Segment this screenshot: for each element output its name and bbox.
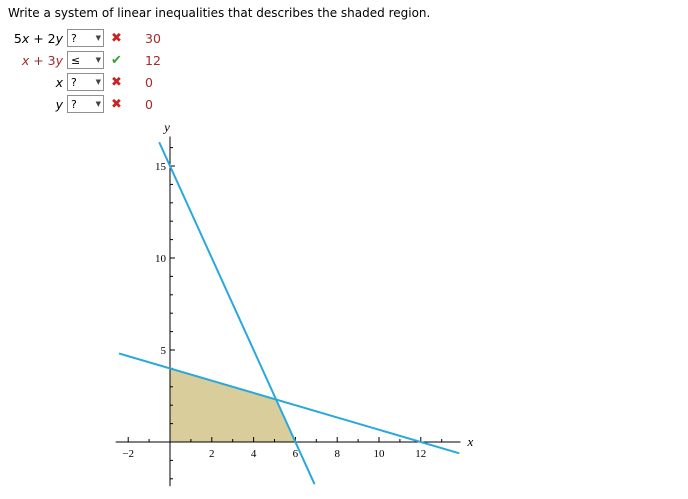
inequality-operator-select[interactable]: ? ▼ <box>67 29 104 47</box>
boundary-line <box>118 352 460 455</box>
answer-value: 12 <box>145 52 161 68</box>
answer-value: 0 <box>145 74 153 90</box>
expression-label: x + 3y <box>21 52 63 68</box>
dropdown-arrow-icon: ▼ <box>95 33 101 42</box>
incorrect-mark-icon: ✖ <box>111 96 122 112</box>
incorrect-mark-icon: ✖ <box>111 30 122 46</box>
inequality-row-4: y ? ▼ ✖ 0 <box>0 93 161 115</box>
inequality-operator-select[interactable]: ? ▼ <box>67 73 104 91</box>
y-tick-label: 5 <box>161 345 167 357</box>
inequality-row-2: x + 3y ≤ ▼ ✔ 12 <box>0 49 161 71</box>
x-tick-label: 8 <box>334 448 340 460</box>
y-axis-label: y <box>162 122 170 135</box>
inequality-graph: −2 2 4 6 8 10 12 5 10 15 x y <box>115 122 474 487</box>
selected-operator: ≤ <box>71 53 81 67</box>
x-tick-label: −2 <box>122 448 134 460</box>
inequality-row-3: x ? ▼ ✖ 0 <box>0 71 161 93</box>
y-tick-label: 10 <box>155 253 167 265</box>
expression-label: 5x + 2y <box>13 30 63 46</box>
selected-operator: ? <box>71 97 77 111</box>
expression-label: x <box>55 74 63 90</box>
x-axis-label: x <box>467 434 474 449</box>
selected-operator: ? <box>71 31 77 45</box>
x-tick-label: 12 <box>415 448 426 460</box>
boundary-line <box>158 142 316 485</box>
incorrect-mark-icon: ✖ <box>111 74 122 90</box>
correct-mark-icon: ✔ <box>111 52 122 68</box>
selected-operator: ? <box>71 75 77 89</box>
inequality-operator-select[interactable]: ? ▼ <box>67 95 104 113</box>
y-tick-label: 15 <box>155 161 167 173</box>
x-tick-label: 10 <box>374 448 386 460</box>
answer-value: 0 <box>145 96 153 112</box>
shaded-region <box>170 368 296 442</box>
inequality-answer-rows: 5x + 2y ? ▼ ✖ 30 x + 3y ≤ ▼ ✔ 12 x ? ▼ ✖ 0 … <box>0 27 161 115</box>
dropdown-arrow-icon: ▼ <box>95 99 101 108</box>
inequality-row-1: 5x + 2y ? ▼ ✖ 30 <box>0 27 161 49</box>
answer-value: 30 <box>145 30 161 46</box>
dropdown-arrow-icon: ▼ <box>95 77 101 86</box>
x-tick-label: 6 <box>293 448 299 460</box>
page-title: Write a system of linear inequalities th… <box>8 6 431 20</box>
x-tick-label: 2 <box>209 448 215 460</box>
dropdown-arrow-icon: ▼ <box>95 55 101 64</box>
x-tick-label: 4 <box>251 448 257 460</box>
inequality-operator-select[interactable]: ≤ ▼ <box>67 51 104 69</box>
expression-label: y <box>55 96 63 112</box>
